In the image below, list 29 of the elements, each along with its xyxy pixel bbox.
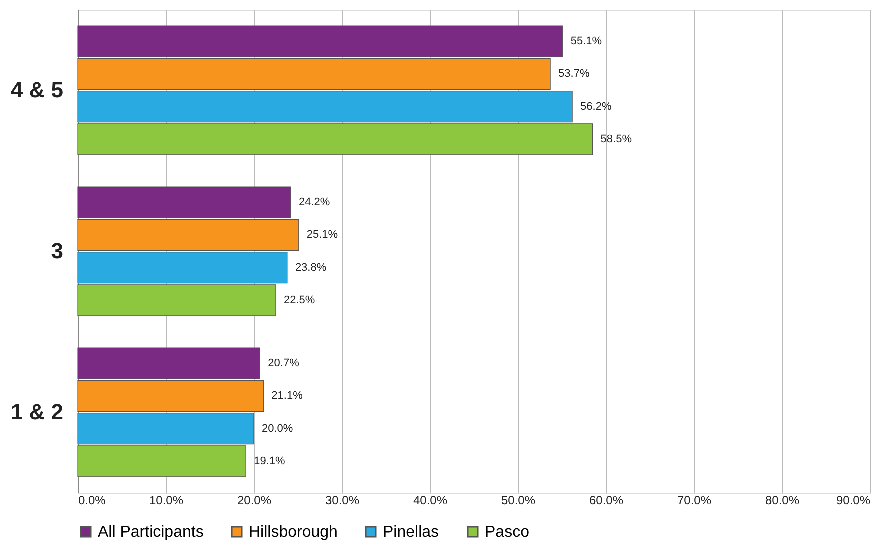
data-label: 55.1% (570, 36, 602, 48)
x-tick-label: 50.0% (501, 494, 536, 508)
x-tick-label: 60.0% (589, 494, 624, 508)
x-tick-label: 80.0% (765, 494, 800, 508)
data-label: 58.5% (600, 133, 632, 146)
legend-label: Hillsborough (249, 524, 338, 541)
data-label: 56.2% (580, 100, 612, 113)
data-label: 21.1% (272, 390, 304, 402)
y-tick-label: 4 & 5 (10, 78, 64, 102)
y-tick-label: 3 (51, 238, 64, 264)
data-label: 19.1% (254, 455, 286, 468)
x-tick-label: 40.0% (413, 494, 448, 508)
data-label: 20.0% (262, 422, 294, 435)
legend-label: All Participants (98, 524, 204, 541)
legend-label: Pasco (485, 524, 530, 541)
data-label: 53.7% (558, 68, 590, 80)
data-label: 24.2% (298, 196, 330, 209)
x-tick-label: 10.0% (149, 494, 184, 508)
data-label: 25.1% (306, 229, 338, 242)
x-tick-label: 70.0% (677, 494, 712, 508)
data-label: 22.5% (284, 294, 316, 306)
x-tick-label: 0.0% (78, 494, 106, 508)
x-tick-label: 30.0% (325, 494, 360, 508)
data-label: 20.7% (268, 358, 300, 370)
x-tick-label: 20.0% (237, 494, 272, 508)
x-tick-label: 90.0% (836, 494, 871, 508)
y-tick-label: 1 & 2 (10, 400, 64, 424)
data-label: 23.8% (295, 262, 327, 274)
legend-label: Pinellas (383, 524, 440, 541)
